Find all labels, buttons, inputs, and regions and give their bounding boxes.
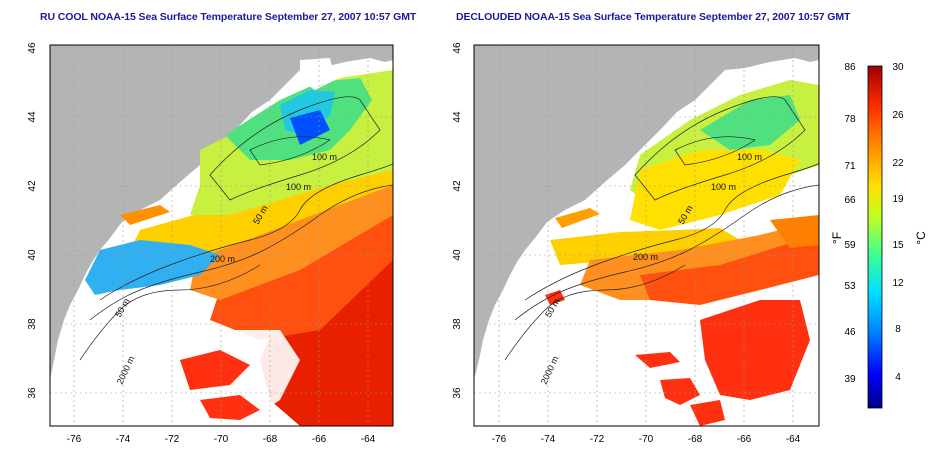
svg-text:-66: -66 <box>312 434 327 445</box>
y-axis-ticks: 46 44 42 40 38 36 <box>452 42 463 399</box>
map-title-declouded: DECLOUDED NOAA-15 Sea Surface Temperatur… <box>456 11 851 23</box>
map-frame <box>473 44 820 427</box>
depth-label: 100 m <box>286 182 311 192</box>
land-mass <box>50 45 393 380</box>
svg-text:46: 46 <box>27 42 38 54</box>
svg-text:-64: -64 <box>361 434 376 445</box>
svg-text:-76: -76 <box>492 434 507 445</box>
colorbar: 86 78 71 66 59 53 46 39 30 26 22 19 15 1… <box>830 62 928 409</box>
colorbar-celsius-label: °C <box>914 231 928 245</box>
svg-text:38: 38 <box>27 318 38 330</box>
graticule <box>474 45 819 426</box>
svg-text:30: 30 <box>892 62 904 73</box>
svg-text:71: 71 <box>844 161 856 172</box>
svg-text:-74: -74 <box>116 434 131 445</box>
svg-text:40: 40 <box>452 249 463 261</box>
colorbar-fahrenheit-label: °F <box>830 232 844 244</box>
colorbar-fahrenheit-ticks: 86 78 71 66 59 53 46 39 <box>844 62 856 385</box>
map-panel-declouded: 100 m 100 m 50 m 200 m 50 m 2000 m -76 -… <box>452 42 820 445</box>
svg-text:22: 22 <box>892 158 904 169</box>
depth-label: 100 m <box>711 182 736 192</box>
svg-text:40: 40 <box>27 249 38 261</box>
svg-text:-70: -70 <box>214 434 229 445</box>
colorbar-celsius-ticks: 30 26 22 19 15 12 8 4 <box>892 62 904 383</box>
x-axis-ticks: -76 -74 -72 -70 -68 -66 -64 <box>492 434 801 445</box>
svg-text:78: 78 <box>844 114 856 125</box>
svg-text:44: 44 <box>27 111 38 123</box>
depth-label: 100 m <box>737 152 762 162</box>
svg-text:-68: -68 <box>688 434 703 445</box>
svg-text:36: 36 <box>27 387 38 399</box>
svg-text:-74: -74 <box>541 434 556 445</box>
svg-text:-70: -70 <box>639 434 654 445</box>
svg-text:-66: -66 <box>737 434 752 445</box>
colorbar-gradient <box>867 65 883 409</box>
depth-label: 200 m <box>633 252 658 262</box>
sst-field-declouded <box>545 80 819 426</box>
y-axis-ticks: 46 44 42 40 38 36 <box>27 42 38 399</box>
svg-text:8: 8 <box>895 324 901 335</box>
svg-text:-64: -64 <box>786 434 801 445</box>
depth-label: 200 m <box>210 254 235 264</box>
svg-text:44: 44 <box>452 111 463 123</box>
svg-text:66: 66 <box>844 195 856 206</box>
svg-text:-72: -72 <box>165 434 180 445</box>
svg-text:15: 15 <box>892 240 904 251</box>
svg-text:53: 53 <box>844 281 856 292</box>
svg-text:38: 38 <box>452 318 463 330</box>
svg-text:-76: -76 <box>67 434 82 445</box>
isobath-lines <box>504 96 819 361</box>
map-frame <box>49 44 394 427</box>
map-panel-raw: 100 m 100 m 50 m 200 m 50 m 2000 m -76 -… <box>27 42 394 445</box>
svg-text:19: 19 <box>892 194 904 205</box>
svg-text:46: 46 <box>844 327 856 338</box>
isobath-lines <box>79 96 393 361</box>
map-title-raw: RU COOL NOAA-15 Sea Surface Temperature … <box>40 11 417 23</box>
depth-label: 100 m <box>312 152 337 162</box>
svg-text:59: 59 <box>844 240 856 251</box>
sst-field-raw <box>85 58 393 426</box>
svg-text:12: 12 <box>892 278 904 289</box>
svg-text:-68: -68 <box>263 434 278 445</box>
svg-text:42: 42 <box>27 180 38 192</box>
svg-text:4: 4 <box>895 372 901 383</box>
x-axis-ticks: -76 -74 -72 -70 -68 -66 -64 <box>67 434 376 445</box>
svg-text:39: 39 <box>844 374 856 385</box>
svg-text:36: 36 <box>452 387 463 399</box>
svg-text:26: 26 <box>892 110 904 121</box>
svg-text:-72: -72 <box>590 434 605 445</box>
svg-text:42: 42 <box>452 180 463 192</box>
svg-text:46: 46 <box>452 42 463 54</box>
graticule <box>50 45 393 426</box>
svg-text:86: 86 <box>844 62 856 73</box>
land-mass <box>474 45 819 380</box>
